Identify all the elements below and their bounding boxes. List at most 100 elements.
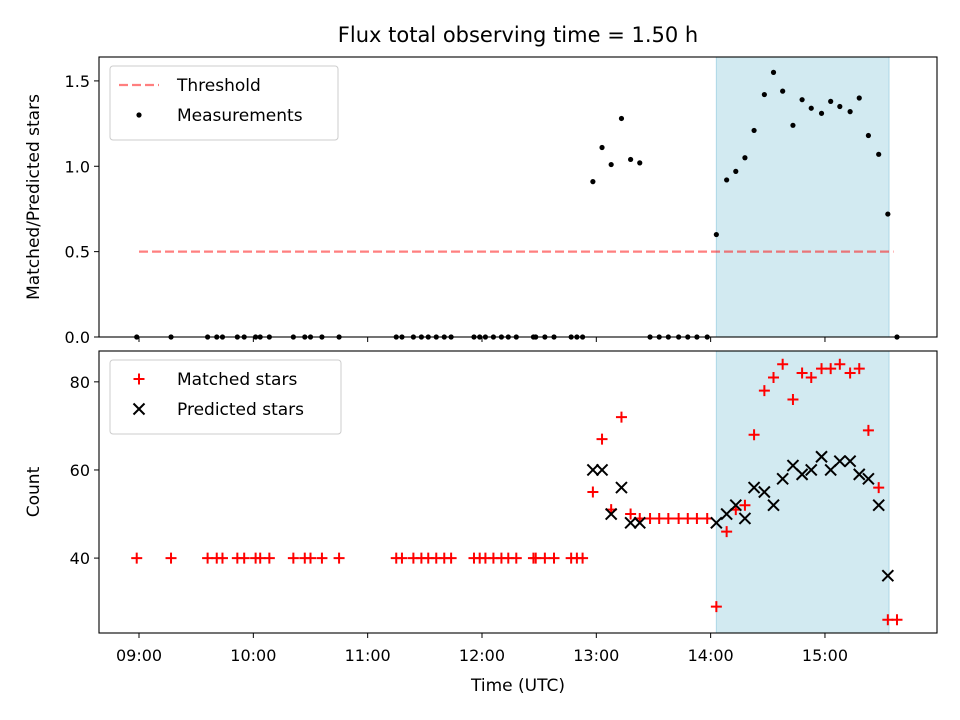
y-axis-label: Count [24, 466, 44, 517]
y-tick-label: 1.5 [65, 72, 90, 91]
predicted-point [729, 499, 742, 512]
matched-point [165, 552, 177, 564]
legend-matched-swatch [133, 373, 145, 385]
predicted-point [776, 472, 789, 485]
series-predicted-stars [586, 450, 895, 582]
predicted-point [595, 463, 609, 477]
y-tick-label: 0.0 [65, 328, 90, 347]
matched-point [891, 614, 903, 626]
chart-title: Flux total observing time = 1.50 h [338, 23, 698, 47]
matched-point [739, 499, 751, 511]
matched-point [305, 552, 317, 564]
legend: Threshold Measurements [109, 65, 339, 141]
measurement-point [608, 161, 614, 168]
measurement-point [637, 160, 643, 166]
legend-label: Matched stars [177, 370, 297, 390]
legend-box [109, 359, 342, 435]
matched-point [710, 601, 722, 613]
legend-predicted-swatch [132, 402, 146, 416]
measurement-point [818, 110, 825, 116]
matched-point [615, 411, 627, 423]
predicted-point [815, 450, 828, 463]
matched-point [287, 552, 299, 564]
predicted-point [586, 463, 600, 477]
predicted-point [862, 472, 875, 485]
measurement-point [865, 132, 872, 139]
matched-point [662, 512, 674, 524]
y-tick-label: 40 [70, 549, 90, 568]
matched-point [748, 429, 760, 441]
predicted-point [853, 468, 866, 481]
predicted-point [805, 463, 818, 477]
measurement-point [599, 144, 605, 151]
matched-point [238, 552, 250, 564]
axes-frame [98, 350, 938, 634]
x-tick-label: 14:00 [688, 646, 734, 665]
predicted-point [843, 454, 857, 468]
legend-measurements-swatch [136, 112, 142, 118]
measurement-point [742, 155, 748, 161]
x-axis-label: Time (UTC) [470, 676, 565, 696]
measurement-point [790, 122, 796, 128]
measurement-point [618, 115, 625, 122]
measurement-point [885, 211, 891, 217]
measurement-point [856, 95, 862, 101]
predicted-point [615, 481, 628, 494]
matched-point [768, 371, 780, 383]
matched-point [834, 358, 846, 370]
x-tick-label: 09:00 [116, 646, 162, 665]
x-tick-label: 13:00 [573, 646, 619, 665]
bottom-panel: 40 60 80 09:00 10:00 11:00 12:00 13:00 14:00 15:0… [24, 350, 938, 696]
predicted-point [872, 499, 885, 512]
predicted-point [767, 499, 780, 512]
matched-point [131, 552, 143, 564]
highlight-span [715, 350, 890, 634]
measurement-point [733, 168, 739, 174]
predicted-point [795, 468, 809, 481]
matched-point [396, 552, 408, 564]
matched-point [625, 508, 637, 520]
measurement-point [780, 88, 786, 94]
measurement-point [837, 103, 843, 110]
measurement-point [761, 91, 767, 98]
matched-point [510, 552, 522, 564]
legend-label: Threshold [176, 76, 261, 96]
series-matched-stars [131, 358, 903, 626]
matched-point [721, 526, 733, 538]
matched-point [777, 358, 789, 370]
measurement-point [590, 179, 596, 185]
matched-point [758, 385, 770, 397]
matched-point [796, 367, 808, 379]
matched-point [445, 552, 457, 564]
measurement-point [808, 105, 814, 111]
legend-box [109, 65, 339, 141]
measurement-point [751, 127, 757, 134]
predicted-point [738, 512, 752, 525]
x-tick-label: 11:00 [345, 646, 391, 665]
predicted-point [710, 516, 723, 530]
measurement-point [770, 69, 777, 75]
y-axis-label: Matched/Predicted stars [24, 94, 44, 300]
measurement-point [713, 231, 719, 238]
axes-frame [98, 56, 938, 338]
x-tick-label: 15:00 [802, 646, 848, 665]
measurement-point [828, 98, 834, 104]
measurement-point [724, 177, 730, 183]
legend-label: Predicted stars [177, 400, 304, 420]
measurement-point [628, 156, 634, 163]
matched-point [853, 363, 865, 375]
matched-point [825, 363, 837, 375]
matched-point [596, 433, 608, 445]
predicted-point [747, 481, 761, 494]
predicted-point [881, 569, 895, 582]
measurement-point [876, 151, 882, 157]
matched-point [862, 424, 874, 436]
matched-point [548, 552, 560, 564]
y-tick-label: 60 [70, 461, 90, 480]
matched-point [844, 367, 856, 379]
matched-point [263, 552, 275, 564]
matched-point [216, 552, 228, 564]
predicted-point [624, 516, 637, 530]
matched-point [805, 371, 817, 383]
